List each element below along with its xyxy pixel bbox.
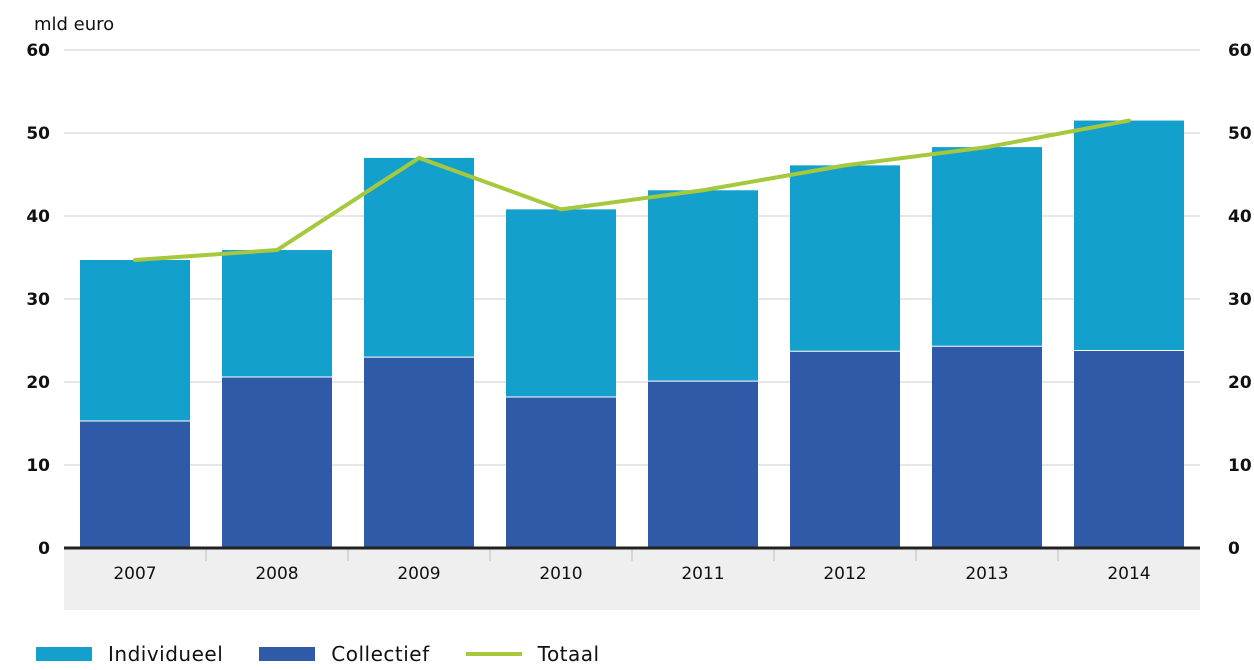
y-tick-label-left: 10	[26, 456, 50, 476]
legend-label-totaal: Totaal	[537, 642, 600, 666]
bar-collectief-2008	[222, 377, 332, 548]
bar-collectief-2011	[648, 381, 758, 548]
legend-item-collectief: Collectief	[259, 642, 429, 666]
y-tick-label-right: 40	[1228, 207, 1252, 227]
bar-individueel-2009	[364, 157, 474, 358]
y-tick-label-right: 30	[1228, 290, 1252, 310]
y-tick-label-left: 20	[26, 373, 50, 393]
x-tick-label-2009: 2009	[397, 564, 440, 584]
bar-collectief-2014	[1074, 350, 1184, 548]
bar-individueel-2010	[506, 209, 616, 397]
y-tick-label-right: 10	[1228, 456, 1252, 476]
bar-collectief-2013	[932, 346, 1042, 548]
legend-item-individueel: Individueel	[36, 642, 223, 666]
legend-label-individueel: Individueel	[108, 642, 224, 666]
legend: Individueel Collectief Totaal	[36, 640, 636, 668]
y-tick-label-right: 20	[1228, 373, 1252, 393]
bar-collectief-2009	[364, 357, 474, 548]
legend-item-totaal: Totaal	[465, 642, 600, 666]
bar-collectief-2012	[790, 351, 900, 548]
y-tick-label-right: 0	[1228, 539, 1240, 559]
bar-individueel-2014	[1074, 120, 1184, 351]
bar-individueel-2008	[222, 250, 332, 378]
line-totaal	[133, 118, 1131, 262]
y-tick-label-left: 40	[26, 207, 50, 227]
bar-collectief-2007	[80, 421, 190, 548]
x-tick-label-2007: 2007	[113, 564, 156, 584]
x-tick-label-2013: 2013	[965, 564, 1008, 584]
x-tick-label-2012: 2012	[823, 564, 866, 584]
x-tick-label-2010: 2010	[539, 564, 582, 584]
legend-swatch-individueel	[36, 647, 92, 661]
bar-individueel-2011	[648, 190, 758, 382]
bar-individueel-2012	[790, 165, 900, 352]
bar-collectief-2010	[506, 396, 616, 548]
y-tick-label-left: 30	[26, 290, 50, 310]
y-tick-label-left: 60	[26, 41, 50, 61]
y-unit-label: mld euro	[34, 14, 114, 35]
legend-label-collectief: Collectief	[331, 642, 430, 666]
y-tick-label-right: 60	[1228, 41, 1252, 61]
x-tick-label-2014: 2014	[1107, 564, 1150, 584]
x-tick-label-2008: 2008	[255, 564, 298, 584]
legend-swatch-collectief	[259, 647, 316, 661]
y-tick-label-right: 50	[1228, 124, 1252, 144]
bar-individueel-2007	[80, 259, 190, 422]
legend-swatch-totaal	[465, 652, 522, 656]
bar-individueel-2013	[932, 147, 1042, 347]
y-tick-label-left: 50	[26, 124, 50, 144]
x-tick-label-2011: 2011	[681, 564, 724, 584]
chart-svg: mld euro 0 0 10 10 20 20 30 30 40 40 50 50 60 60 2007 20…	[26, 14, 1252, 610]
y-tick-label-left: 0	[38, 539, 50, 559]
